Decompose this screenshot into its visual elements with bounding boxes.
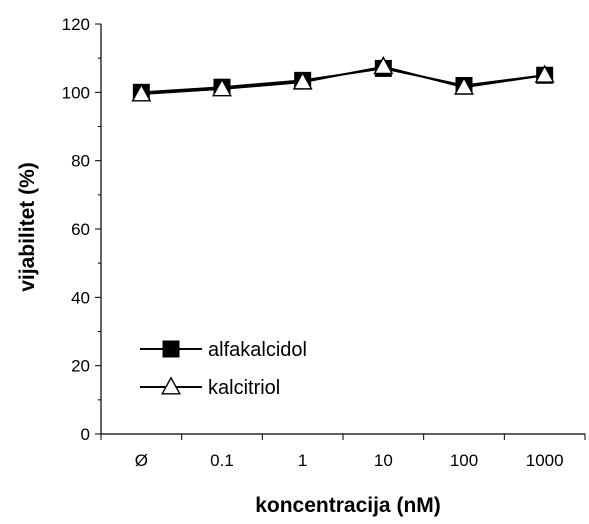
legend-label: kalcitriol (208, 377, 280, 399)
series-alfakalcidol (132, 59, 554, 101)
y-tick-label: 120 (62, 15, 90, 34)
x-tick-label: 10 (374, 451, 393, 470)
legend-label: alfakalcidol (208, 339, 307, 361)
data-point (131, 83, 152, 102)
data-point (292, 71, 313, 90)
legend-item: kalcitriol (140, 376, 280, 399)
legend-item: alfakalcidol (140, 339, 307, 361)
axes (100, 24, 585, 435)
legend-marker (162, 340, 180, 358)
data-point (534, 64, 555, 83)
legend: alfakalcidol kalcitriol (140, 339, 307, 399)
y-tick-label: 100 (62, 83, 90, 102)
x-tick-label: 0.1 (210, 451, 234, 470)
y-tick-label: 60 (71, 220, 90, 239)
y-axis-ticks: 0 20 40 60 80 100 120 (62, 15, 101, 444)
series-layer (131, 56, 555, 102)
y-tick-label: 80 (71, 152, 90, 171)
y-tick-label: 0 (81, 425, 90, 444)
x-axis-ticks: Ø 0.1 1 10 100 1000 (100, 434, 586, 470)
y-tick-label: 40 (71, 288, 90, 307)
x-axis-title: koncentracija (nM) (255, 494, 441, 517)
x-tick-label: 100 (450, 451, 478, 470)
x-tick-label: 1000 (526, 451, 564, 470)
data-point (212, 78, 232, 97)
y-axis-title: vijabilitet (%) (16, 162, 39, 292)
series-line (141, 67, 545, 94)
x-tick-label: 1 (298, 451, 307, 470)
series-kalcitriol (131, 56, 555, 102)
y-tick-label: 20 (71, 357, 90, 376)
x-tick-label: Ø (135, 451, 148, 470)
legend-marker (161, 376, 181, 395)
series-line (141, 65, 545, 96)
data-point (454, 76, 474, 95)
data-point (373, 56, 394, 75)
